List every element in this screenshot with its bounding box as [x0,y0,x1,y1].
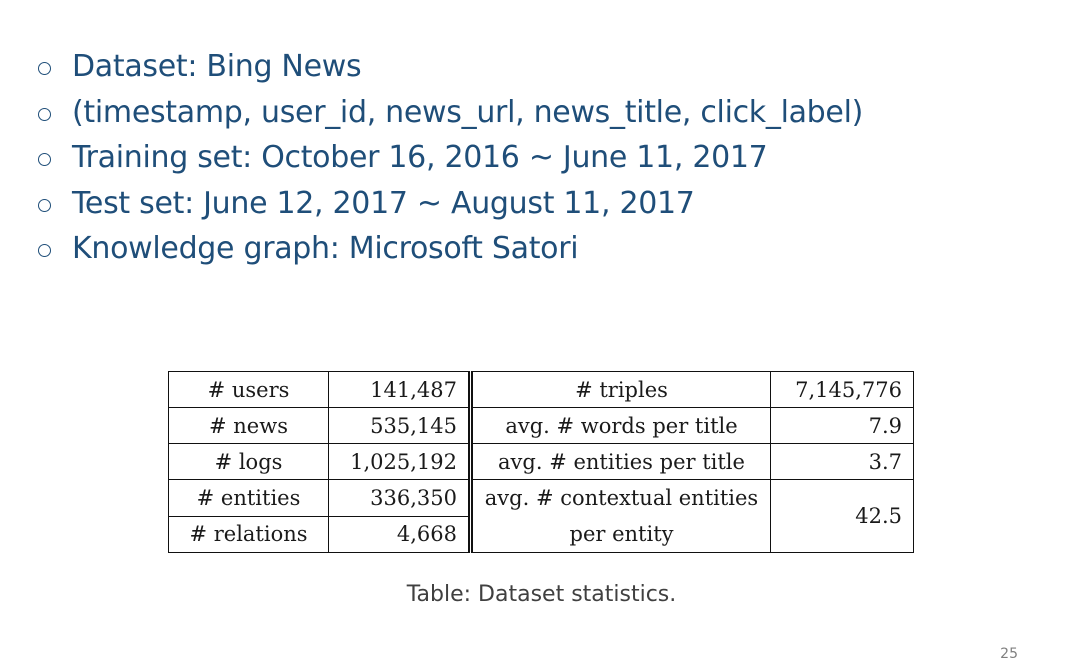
bullet-text: Knowledge graph: Microsoft Satori [72,231,579,267]
circle-bullet-icon [38,107,51,121]
table-row: # users 141,487 # triples 7,145,776 [168,371,914,408]
bullet-text: Training set: October 16, 2016 ~ June 11… [72,140,768,176]
bullet-text: (timestamp, user_id, news_url, news_titl… [72,94,864,130]
table-cell-value: 336,350 [328,479,471,517]
table-cell-value: 141,487 [328,371,471,408]
dataset-statistics-table: # users 141,487 # triples 7,145,776 # ne… [168,371,914,553]
circle-bullet-icon [38,153,51,167]
page-number: 25 [1000,646,1018,662]
table-row: # logs 1,025,192 avg. # entities per tit… [168,443,914,480]
table-cell-value: 7,145,776 [770,371,914,408]
table-row: # relations 4,668 [168,515,914,553]
table-cell-value: 535,145 [328,407,471,444]
bullet-item: Test set: June 12, 2017 ~ August 11, 201… [38,181,863,227]
table-cell-value: 4,668 [328,515,471,553]
bullet-item: Knowledge graph: Microsoft Satori [38,226,863,272]
table-cell-label: # triples [468,371,771,408]
table-row: # news 535,145 avg. # words per title 7.… [168,407,914,444]
table-cell-label: avg. # words per title [468,407,771,444]
table-cell-value: 7.9 [770,407,914,444]
table-cell-label: avg. # contextual entities per entity [468,479,771,553]
table-cell-value: 3.7 [770,443,914,480]
circle-bullet-icon [38,62,51,76]
bullet-text: Test set: June 12, 2017 ~ August 11, 201… [72,185,695,221]
table-cell-value: 1,025,192 [328,443,471,480]
bullet-item: Training set: October 16, 2016 ~ June 11… [38,135,863,181]
table-cell-value: 42.5 [770,479,914,553]
circle-bullet-icon [38,198,51,212]
bullet-list: Dataset: Bing News (timestamp, user_id, … [38,44,863,272]
bullet-item: (timestamp, user_id, news_url, news_titl… [38,90,863,136]
bullet-item: Dataset: Bing News [38,44,863,90]
table-row: # entities 336,350 avg. # contextual ent… [168,479,914,553]
table-cell-label: # news [168,407,329,444]
circle-bullet-icon [38,244,51,258]
table-caption: Table: Dataset statistics. [406,582,677,607]
table-cell-label: # logs [168,443,329,480]
table-cell-label: # relations [168,515,329,553]
table-cell-label: avg. # entities per title [468,443,771,480]
bullet-text: Dataset: Bing News [72,49,362,85]
table-cell-label: # entities [168,479,329,517]
table-cell-label: # users [168,371,329,408]
